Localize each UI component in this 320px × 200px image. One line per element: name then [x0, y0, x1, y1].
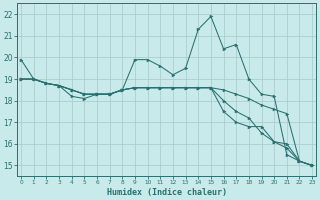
X-axis label: Humidex (Indice chaleur): Humidex (Indice chaleur)	[107, 188, 227, 197]
